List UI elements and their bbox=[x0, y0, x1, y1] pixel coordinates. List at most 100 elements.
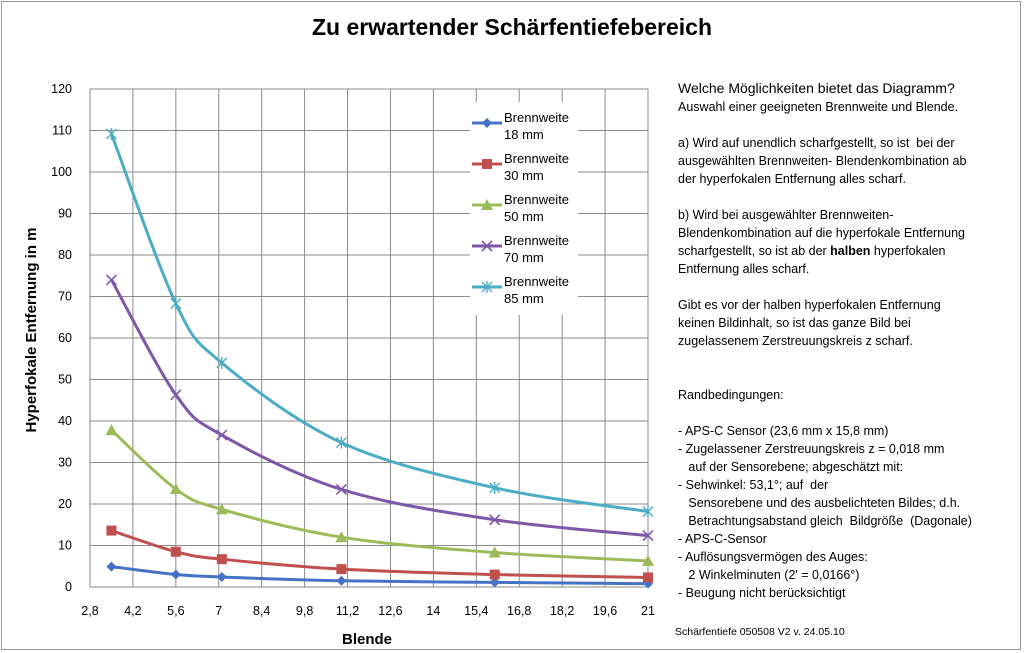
info-c-line: zugelassenem Zerstreuungskreis z scharf. bbox=[678, 334, 913, 348]
x-tick-label: 14 bbox=[426, 604, 440, 618]
y-tick-label: 30 bbox=[58, 456, 72, 470]
data-point bbox=[170, 569, 181, 580]
data-point bbox=[482, 118, 492, 128]
legend-label-line: 50 mm bbox=[504, 209, 544, 224]
info-intro: Auswahl einer geeigneten Brennweite und … bbox=[678, 100, 959, 114]
legend-swatch bbox=[472, 240, 502, 252]
info-a-line: der hyperfokalen Entfernung alles scharf… bbox=[678, 172, 906, 186]
info-c-line: Gibt es vor der halben hyperfokalen Entf… bbox=[678, 298, 941, 312]
rand-line: - APS-C Sensor (23,6 mm x 15,8 mm) bbox=[678, 424, 889, 438]
y-tick-label: 60 bbox=[58, 331, 72, 345]
y-tick-label: 70 bbox=[58, 290, 72, 304]
info-b-rest: hyperfokalen bbox=[870, 244, 946, 258]
rand-line: 2 Winkelminuten (2' = 0,0166°) bbox=[678, 568, 860, 582]
y-tick-label: 90 bbox=[58, 207, 72, 221]
series-3 bbox=[105, 424, 654, 566]
y-tick-label: 100 bbox=[51, 165, 72, 179]
legend-swatch bbox=[472, 199, 502, 210]
rand-line: - Auflösungsvermögen des Auges: bbox=[678, 550, 868, 564]
data-point bbox=[488, 546, 501, 558]
data-point bbox=[216, 429, 228, 441]
y-tick-label: 110 bbox=[52, 124, 72, 138]
data-point bbox=[642, 529, 654, 542]
y-tick-label: 40 bbox=[58, 414, 72, 428]
info-a-line: ausgewählten Brennweiten- Blendenkombina… bbox=[678, 154, 967, 168]
x-tick-labels: 2,8 4,2 5,6 7 8,4 9,8 11,2 12,6 14 15,4 16,8 18,2 19… bbox=[81, 604, 655, 618]
y-axis-label: Hyperfokale Entfernung in m bbox=[23, 227, 40, 432]
legend-label-line: 70 mm bbox=[504, 250, 544, 265]
series-line bbox=[110, 133, 649, 513]
x-axis-label: Blende bbox=[342, 631, 392, 648]
legend-label-line: Brennweite bbox=[504, 192, 570, 207]
data-point bbox=[335, 531, 348, 543]
legend-item: Brennweite 70 mm bbox=[470, 229, 578, 270]
chart-title: Zu erwartender Schärfentiefebereich bbox=[311, 14, 713, 40]
data-point bbox=[170, 389, 182, 401]
series-line bbox=[110, 529, 649, 579]
rand-heading: Randbedingungen: bbox=[678, 388, 784, 402]
legend-item: Brennweite 85 mm bbox=[470, 270, 578, 311]
info-a-line: a) Wird auf unendlich scharfgestellt, so… bbox=[678, 136, 955, 150]
data-point bbox=[105, 274, 118, 286]
y-tick-label: 50 bbox=[58, 373, 72, 387]
legend-label: Brennweite 18 mm bbox=[504, 109, 569, 143]
data-point bbox=[106, 525, 117, 536]
legend-label-line: Brennweite bbox=[504, 151, 570, 166]
data-point bbox=[335, 436, 347, 449]
info-heading: Welche Möglichkeiten bietet das Diagramm… bbox=[678, 80, 955, 96]
rand-line: - Sehwinkel: 53,1°; auf der bbox=[678, 478, 829, 492]
data-point bbox=[336, 564, 347, 575]
data-point bbox=[489, 577, 500, 588]
info-b-line: Blendenkombination auf die hyperfokale E… bbox=[678, 226, 966, 240]
info-b-line: Entfernung alles scharf. bbox=[678, 262, 810, 276]
x-tick-label: 15,4 bbox=[464, 604, 488, 618]
series-2 bbox=[106, 525, 653, 583]
series-4 bbox=[105, 274, 654, 542]
legend-label-line: 85 mm bbox=[504, 291, 544, 306]
data-point bbox=[489, 514, 501, 526]
x-tick-label: 7 bbox=[215, 604, 222, 618]
rand-line: - Beugung nicht berücksichtigt bbox=[678, 586, 846, 600]
y-tick-label: 120 bbox=[51, 82, 72, 96]
data-point bbox=[642, 554, 654, 566]
legend-label: Brennweite 70 mm bbox=[504, 232, 569, 266]
data-point bbox=[105, 127, 117, 140]
data-point bbox=[216, 356, 228, 369]
x-tick-label: 8,4 bbox=[253, 604, 270, 618]
rand-line: Betrachtungsabstand gleich Bildgröße (Da… bbox=[678, 514, 972, 528]
data-point bbox=[481, 199, 493, 210]
x-tick-label: 12,6 bbox=[378, 604, 402, 618]
series-line bbox=[110, 429, 649, 563]
x-tick-label: 5,6 bbox=[167, 604, 184, 618]
legend: Brennweite 18 mm Brennweite 30 mm Brennweite… bbox=[470, 102, 578, 315]
data-point bbox=[643, 572, 653, 583]
series-5 bbox=[105, 127, 654, 518]
data-point bbox=[215, 503, 228, 515]
rand-line: Sensorebene und des ausbelichteten Bilde… bbox=[678, 496, 961, 510]
data-point bbox=[481, 281, 493, 293]
data-point bbox=[106, 561, 117, 572]
info-c-line: keinen Bildinhalt, so ist das ganze Bild… bbox=[678, 316, 911, 330]
rand-line: - Zugelassener Zerstreuungskreis z = 0,0… bbox=[678, 442, 945, 456]
info-b-line: b) Wird bei ausgewählter Brennweiten- bbox=[678, 208, 894, 222]
data-point bbox=[170, 297, 182, 310]
legend-label: Brennweite 85 mm bbox=[504, 273, 569, 307]
legend-label-line: 30 mm bbox=[504, 168, 544, 183]
data-point bbox=[335, 483, 347, 496]
series-layer bbox=[105, 127, 654, 589]
data-point bbox=[105, 424, 118, 436]
y-tick-labels: 0 10 20 30 40 50 60 70 80 90 100 110 120 bbox=[51, 82, 72, 594]
legend-item: Brennweite 30 mm bbox=[470, 147, 578, 188]
data-point bbox=[642, 505, 654, 518]
legend-label: Brennweite 50 mm bbox=[504, 191, 569, 225]
data-point bbox=[489, 569, 500, 580]
info-b-bold: halben bbox=[830, 244, 871, 258]
x-tick-label: 4,2 bbox=[124, 604, 141, 618]
series-line bbox=[110, 279, 649, 538]
x-tick-label: 11,2 bbox=[336, 604, 359, 618]
legend-label: Brennweite 30 mm bbox=[504, 150, 569, 184]
legend-label-line: Brennweite bbox=[504, 274, 570, 289]
info-b-line-mixed: scharfgestellt, so ist ab der halben hyp… bbox=[678, 242, 1008, 260]
